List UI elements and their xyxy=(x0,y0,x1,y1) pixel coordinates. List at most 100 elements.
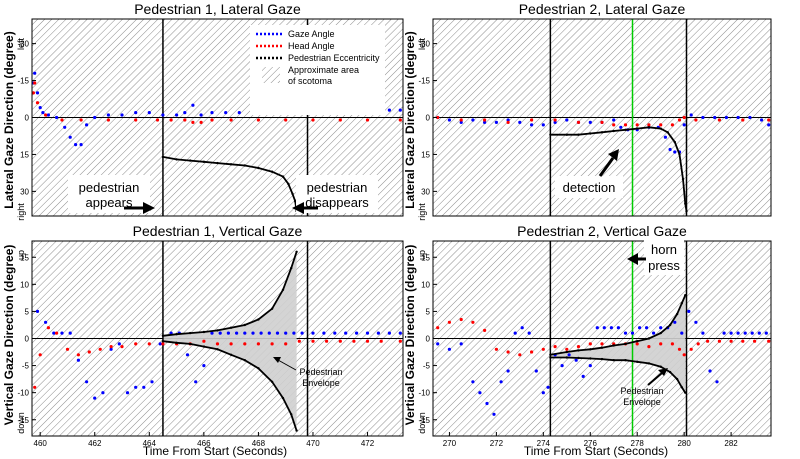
data-point xyxy=(677,347,682,351)
data-point xyxy=(55,115,59,120)
x-tick-label: 272 xyxy=(490,439,504,448)
horn-arrow-head xyxy=(627,253,638,265)
disappears-text-1: pedestrian xyxy=(307,180,368,195)
data-point xyxy=(494,347,498,351)
chart-panel-3: Pedestrian 2, Vertical Gaze -15 -10 -5 0 5 10 1… xyxy=(418,223,772,448)
data-point xyxy=(724,115,729,120)
ylabel-top: Lateral Gaze Direction (degree) xyxy=(2,31,16,208)
data-point xyxy=(673,320,677,324)
data-point xyxy=(687,309,691,313)
data-point xyxy=(33,385,37,389)
data-point xyxy=(750,331,754,335)
x-tick-label: 462 xyxy=(88,439,102,448)
envelope-fill xyxy=(550,295,686,393)
data-point xyxy=(344,331,348,335)
data-point xyxy=(199,113,203,117)
data-point xyxy=(541,123,545,127)
legend-hatch-swatch xyxy=(262,67,280,83)
data-point xyxy=(565,118,569,122)
y-tick-label: -15 xyxy=(17,416,29,425)
data-point xyxy=(623,331,628,335)
data-point xyxy=(471,118,475,122)
data-point xyxy=(436,342,440,346)
data-point xyxy=(35,101,40,105)
data-point xyxy=(284,118,288,122)
x-tick-label: 466 xyxy=(197,439,211,448)
data-point xyxy=(459,120,463,124)
horn-text-1: horn xyxy=(651,242,677,257)
data-point xyxy=(35,91,40,95)
side-label-left: left xyxy=(16,38,26,51)
data-point xyxy=(630,331,635,335)
data-point xyxy=(574,358,578,362)
data-point xyxy=(741,118,745,122)
env1-text-2: Envelope xyxy=(302,378,340,388)
data-point xyxy=(736,115,740,120)
series-2 xyxy=(549,126,688,213)
data-point xyxy=(659,123,663,127)
data-point xyxy=(767,339,771,343)
data-point xyxy=(169,118,173,122)
data-point xyxy=(609,326,614,330)
data-point xyxy=(663,135,668,139)
data-point xyxy=(616,326,621,330)
data-point xyxy=(736,331,740,335)
data-point xyxy=(541,391,545,395)
side-label-down: down xyxy=(16,412,26,434)
data-point xyxy=(311,118,315,122)
series-1 xyxy=(31,81,402,124)
data-point xyxy=(60,331,64,335)
data-point xyxy=(79,118,83,122)
data-point xyxy=(748,115,752,120)
data-point xyxy=(753,339,757,343)
y-tick-label: 0 xyxy=(25,114,30,123)
data-point xyxy=(659,342,663,346)
data-point xyxy=(202,364,206,368)
series-3 xyxy=(161,340,298,432)
data-point xyxy=(689,113,693,117)
x-tick-label: 276 xyxy=(584,439,598,448)
data-point xyxy=(63,125,67,129)
data-point xyxy=(333,331,337,335)
series-0 xyxy=(35,309,402,400)
data-point xyxy=(436,115,440,120)
series-line xyxy=(162,156,298,212)
data-point xyxy=(229,118,233,122)
x-tick-label: 280 xyxy=(677,439,691,448)
data-point xyxy=(576,345,581,349)
chart-title: Pedestrian 1, Lateral Gaze xyxy=(134,1,301,17)
data-point xyxy=(235,331,239,335)
data-point xyxy=(134,342,138,346)
y-tick-label: 15 xyxy=(421,150,430,159)
env2-text-1: Pedestrian xyxy=(620,386,663,396)
data-point xyxy=(44,113,48,117)
data-point xyxy=(191,103,195,107)
x-tick-label: 464 xyxy=(143,439,157,448)
data-point xyxy=(125,391,130,395)
data-point xyxy=(612,118,616,122)
data-point xyxy=(237,111,241,115)
data-point xyxy=(134,118,138,122)
data-point xyxy=(175,113,179,117)
side-label-right-2: right xyxy=(417,203,427,221)
data-point xyxy=(670,342,675,346)
data-point xyxy=(553,118,557,122)
data-point xyxy=(33,71,37,75)
detection-text: detection xyxy=(563,180,616,195)
data-point xyxy=(365,339,370,343)
appears-text-2: appears xyxy=(86,195,133,210)
y-tick-label: 10 xyxy=(421,280,430,289)
data-point xyxy=(701,331,705,335)
data-point xyxy=(518,120,522,124)
x-tick-label: 468 xyxy=(252,439,266,448)
data-point xyxy=(311,331,315,335)
data-point xyxy=(767,123,771,127)
data-point xyxy=(267,331,271,335)
data-point xyxy=(161,342,165,346)
data-point xyxy=(46,113,51,117)
data-point xyxy=(682,353,686,357)
data-point xyxy=(224,111,228,115)
y-tick-label: 15 xyxy=(421,253,430,262)
data-point xyxy=(553,345,557,349)
data-point xyxy=(275,331,280,335)
